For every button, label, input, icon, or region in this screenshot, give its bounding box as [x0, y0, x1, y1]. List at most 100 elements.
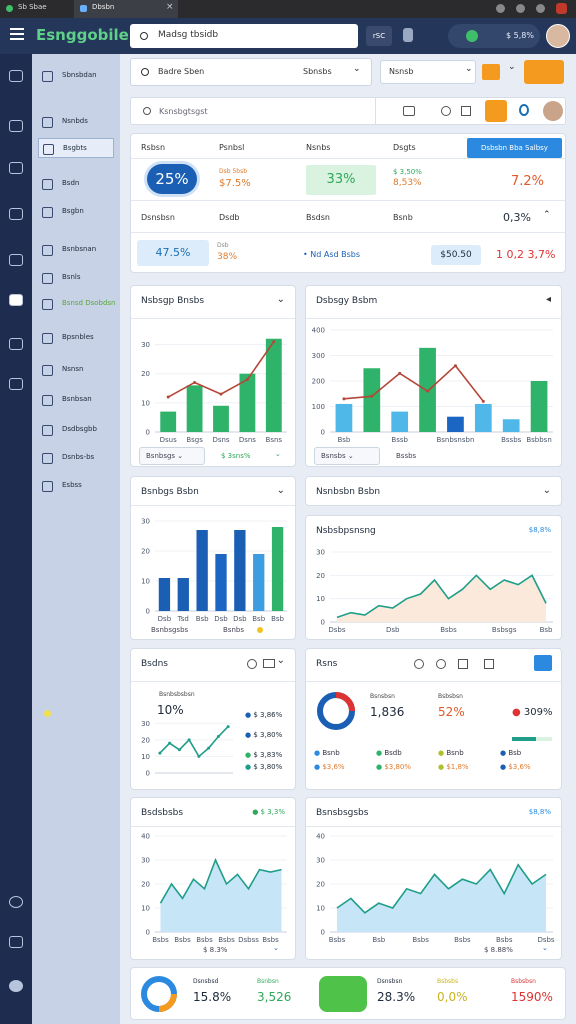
sidebar-item[interactable]: Bsnbsnan: [38, 240, 114, 260]
summary-label: Bsbsbs: [437, 978, 459, 985]
rail-icon[interactable]: [9, 980, 23, 992]
tool-icon[interactable]: [461, 106, 471, 116]
chevron[interactable]: ⌄: [276, 485, 285, 496]
y-tick-label: 10: [141, 753, 150, 761]
bar: [447, 416, 464, 432]
header-icon[interactable]: [403, 28, 413, 42]
tool-button[interactable]: [534, 655, 552, 671]
x-tick-label: Bsnbsnsbn: [436, 436, 474, 444]
filter-select[interactable]: Sbnsbs: [303, 67, 332, 76]
select[interactable]: Bsnsbs ⌄: [314, 447, 380, 465]
point: [226, 725, 230, 729]
kpi-sub: Dsb 5bsb: [219, 168, 248, 175]
browser-icon[interactable]: [536, 4, 545, 13]
primary-button[interactable]: Dsbsbn Bba Salbsy: [467, 138, 562, 158]
tool-icon[interactable]: [436, 659, 446, 669]
rail-icon[interactable]: [9, 120, 23, 132]
chevron[interactable]: ◂: [545, 294, 551, 305]
tool-icon[interactable]: [414, 659, 424, 669]
legend-item: ● Bsb: [500, 749, 521, 757]
tool-icon[interactable]: [263, 659, 275, 668]
y-tick-label: 10: [141, 905, 150, 913]
kpi-link[interactable]: • Nd Asd Bsbs: [303, 250, 361, 259]
chevron[interactable]: ⌄: [273, 944, 279, 952]
chevron[interactable]: ⌄: [542, 485, 551, 496]
chart-card: Bsdsbsbs ● $ 3,3% 0 10 20 30 40 Bsbs Bsbs Bsbs B…: [130, 797, 296, 960]
x-tick-label: Bsbs: [440, 626, 457, 634]
rail-icon[interactable]: [9, 208, 23, 220]
rail-icon[interactable]: [9, 896, 23, 908]
sidebar-item[interactable]: Dsnbs-bs: [38, 448, 114, 468]
browser-icon[interactable]: [516, 4, 525, 13]
kpi-box: 47.5%: [137, 240, 209, 266]
chevron[interactable]: ⌄: [508, 62, 516, 72]
tool-icon[interactable]: [247, 659, 257, 669]
rail-icon[interactable]: [9, 936, 23, 948]
y-tick-label: 30: [316, 857, 325, 865]
sidebar-item[interactable]: Bsgbn: [38, 202, 114, 222]
tab[interactable]: Sb Sbae: [18, 3, 47, 11]
y-tick-label: 20: [141, 881, 150, 889]
kpi-value: $7.5%: [219, 178, 251, 189]
select[interactable]: Bsnbsgs ⌄: [139, 447, 205, 465]
header-button[interactable]: rSC: [366, 26, 392, 46]
trend-icon: [319, 976, 367, 1012]
chevron[interactable]: ⌄: [276, 655, 285, 666]
x-tick-label: Bsbs: [454, 936, 471, 944]
point: [342, 397, 346, 401]
kpi-box: 33%: [306, 165, 376, 195]
logo[interactable]: Esnggobile: [36, 26, 129, 44]
sidebar-item[interactable]: Nsnbds: [38, 112, 114, 132]
avatar[interactable]: [546, 24, 570, 48]
status-dot: [257, 627, 263, 633]
point: [453, 364, 457, 368]
app-header: Esnggobile Madsg tbsidb rSC $ 5,8%: [0, 18, 576, 54]
active-tab[interactable]: Dbsbn ×: [74, 0, 178, 18]
x-tick-label: Bsbs: [196, 936, 213, 944]
sidebar-item[interactable]: Bsdn: [38, 174, 114, 194]
link-text[interactable]: Nd Asd Bsbs: [310, 250, 361, 259]
sidebar-item[interactable]: Nsnsn: [38, 360, 114, 380]
search-box[interactable]: Madsg tbsidb: [130, 24, 358, 48]
tool-icon[interactable]: [519, 104, 529, 116]
tool-icon[interactable]: [441, 106, 451, 116]
chevron[interactable]: ⌃: [543, 210, 551, 220]
status-pill[interactable]: $ 5,8%: [448, 24, 540, 48]
orange-button[interactable]: [482, 64, 500, 80]
orange-button[interactable]: [485, 100, 507, 122]
rail-icon[interactable]: [9, 162, 23, 174]
tab-close[interactable]: ×: [166, 2, 174, 12]
filter-search[interactable]: Badre Sben Sbnsbs ⌄: [130, 58, 372, 86]
y-tick-label: 20: [141, 370, 150, 378]
sidebar-item[interactable]: Bsgbts: [38, 138, 114, 158]
chevron[interactable]: ⌄: [542, 944, 548, 952]
rail-icon[interactable]: [9, 294, 23, 306]
tool-icon[interactable]: [458, 659, 468, 669]
sidebar-item[interactable]: Bsnls: [38, 268, 114, 288]
toolbar-search[interactable]: Ksnsbgtsgst: [159, 107, 208, 116]
rail-icon[interactable]: [9, 254, 23, 266]
footer-text: $ 3sns%: [221, 452, 251, 460]
sidebar-item[interactable]: Dsdbsgbb: [38, 420, 114, 440]
sidebar-item[interactable]: Sbnsbdan: [38, 66, 114, 86]
rail-icon[interactable]: [9, 70, 23, 82]
rail-icon[interactable]: [9, 338, 23, 350]
chevron[interactable]: ⌄: [276, 294, 285, 305]
sidebar-item[interactable]: Esbss: [38, 476, 114, 496]
menu-button[interactable]: [10, 28, 24, 30]
browser-icon[interactable]: [556, 3, 567, 14]
legend: ● Bsnb ● Bsdb ● Bsnb ● Bsb ● $3,6% ● $3,80% ● …: [314, 749, 554, 789]
tool-icon[interactable]: [403, 106, 415, 116]
orange-button[interactable]: [524, 60, 564, 84]
donut-icon: [141, 976, 177, 1012]
legend-text: $3,80%: [384, 763, 412, 771]
sidebar-item[interactable]: Bpsnbles: [38, 328, 114, 348]
sidebar-item[interactable]: Bsnsd Dsobdsn: [38, 294, 116, 314]
tool-icon[interactable]: [484, 659, 494, 669]
sidebar-item[interactable]: Bsnbsan: [38, 390, 114, 410]
chevron[interactable]: ⌄: [275, 450, 281, 458]
browser-icon[interactable]: [496, 4, 505, 13]
filter-select[interactable]: Nsnsb ⌄: [380, 60, 476, 84]
avatar[interactable]: [543, 101, 563, 121]
rail-icon[interactable]: [9, 378, 23, 390]
